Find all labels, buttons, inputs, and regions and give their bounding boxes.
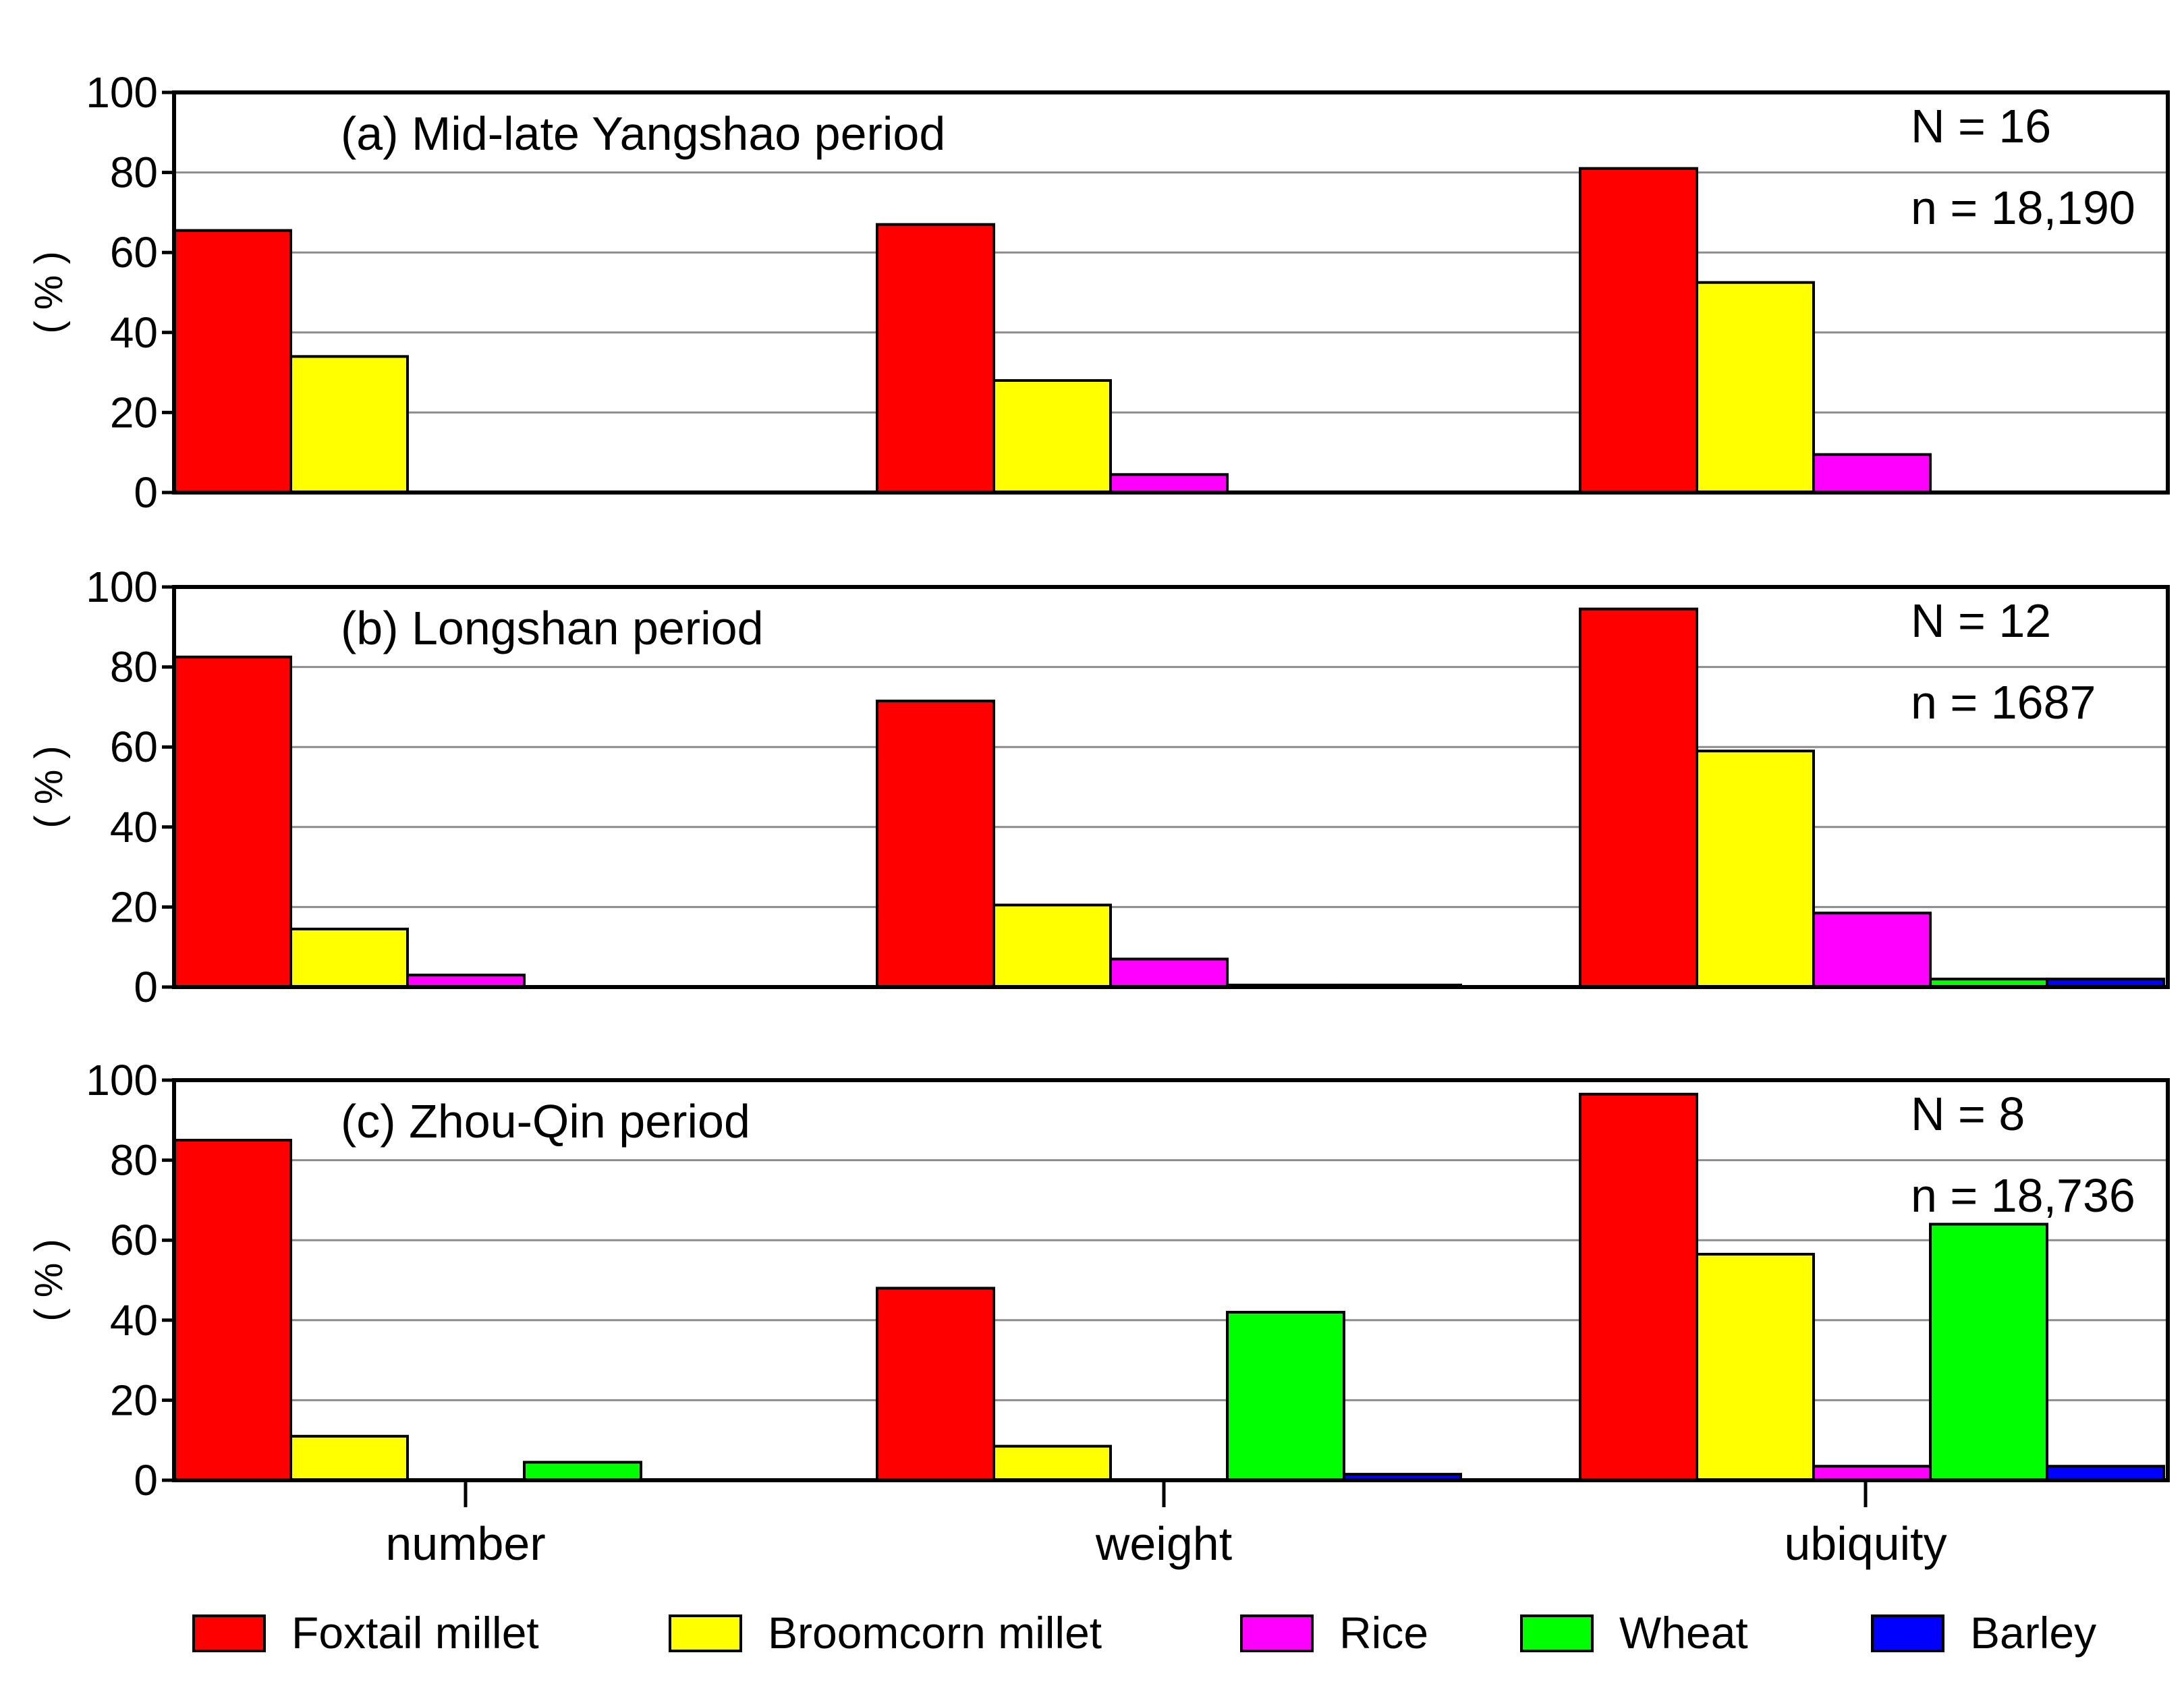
panel-title: (a) Mid-late Yangshao period <box>341 107 945 160</box>
y-tick-label: 60 <box>110 723 158 771</box>
bar <box>1579 607 1698 988</box>
bar <box>1812 911 1932 989</box>
bar <box>289 355 409 494</box>
y-tick-label: 0 <box>134 468 158 517</box>
category-axis-labels: number weight ubiquity <box>385 1480 1947 1570</box>
x-category-label: weight <box>1095 1517 1232 1570</box>
bar <box>173 229 292 494</box>
bar <box>1696 1252 1815 1482</box>
y-tick-label: 100 <box>86 1056 158 1104</box>
legend-label: Rice <box>1339 1608 1428 1658</box>
legend-label: Barley <box>1970 1608 2096 1658</box>
y-tick-label: 80 <box>110 148 158 197</box>
panel-N-count: N = 8 <box>1911 1088 2025 1140</box>
panel-title: (c) Zhou-Qin period <box>341 1095 750 1148</box>
chart-panels: 0 20 40 60 80 100 ( % ) (a) Mid-late Yangshao p… <box>27 68 2170 1505</box>
y-axis-label: ( % ) <box>27 1239 71 1321</box>
bar <box>1579 1092 1698 1482</box>
legend-swatch <box>1520 1614 1594 1652</box>
bar <box>1109 957 1229 988</box>
y-tick-label: 40 <box>110 308 158 357</box>
y-axis-label: ( % ) <box>27 746 71 828</box>
y-tick-label: 20 <box>110 1376 158 1424</box>
bar <box>992 903 1112 989</box>
bar <box>1696 750 1815 988</box>
bar <box>876 1287 995 1482</box>
bar <box>1812 1465 1932 1482</box>
legend-label: Broomcorn millet <box>768 1608 1102 1658</box>
bar <box>289 1434 409 1482</box>
legend-entry: Wheat <box>1520 1608 1748 1658</box>
y-axis-label: ( % ) <box>27 251 71 333</box>
bar <box>173 1138 292 1482</box>
legend-entry: Barley <box>1871 1608 2096 1658</box>
y-tick-label: 20 <box>110 882 158 931</box>
legend-entry: Foxtail millet <box>192 1608 539 1658</box>
y-tick-label: 40 <box>110 803 158 851</box>
y-tick-label: 100 <box>86 563 158 611</box>
bar <box>992 1444 1112 1482</box>
legend-swatch <box>192 1614 266 1652</box>
y-tick-label: 0 <box>134 963 158 1011</box>
bar <box>1929 1223 2048 1482</box>
bar <box>876 223 995 494</box>
bar <box>1226 1310 1345 1482</box>
y-tick-label: 80 <box>110 1136 158 1185</box>
y-tick-label: 100 <box>86 68 158 117</box>
panel-n-count: n = 18,736 <box>1911 1169 2135 1222</box>
y-tick-label: 0 <box>134 1456 158 1505</box>
legend-label: Foxtail millet <box>291 1608 539 1658</box>
panel-n-count: n = 1687 <box>1911 676 2096 729</box>
chart-panel: 0 20 40 60 80 100 ( % ) (c) Zhou-Qin period N = … <box>27 1056 2170 1505</box>
plot-frame <box>172 1078 2170 1482</box>
y-tick-label: 80 <box>110 643 158 692</box>
legend-swatch <box>1871 1614 1944 1652</box>
x-category-label: number <box>385 1517 545 1570</box>
plot-frame <box>172 90 2170 495</box>
legend-label: Wheat <box>1619 1608 1748 1658</box>
bar <box>523 1461 642 1482</box>
legend-swatch <box>1240 1614 1314 1652</box>
x-category-label: ubiquity <box>1784 1517 1947 1570</box>
bar <box>289 928 409 989</box>
bar <box>173 655 292 989</box>
panel-N-count: N = 16 <box>1911 100 2051 152</box>
bar <box>1109 473 1229 495</box>
y-tick-label: 60 <box>110 1216 158 1264</box>
bar <box>1812 453 1932 494</box>
y-tick-label: 20 <box>110 388 158 437</box>
panel-N-count: N = 12 <box>1911 594 2051 647</box>
legend: Foxtail millet Broomcorn millet Rice Wheat B… <box>192 1608 2096 1658</box>
legend-entry: Broomcorn millet <box>669 1608 1102 1658</box>
legend-entry: Rice <box>1240 1608 1428 1658</box>
legend-swatch <box>669 1614 742 1652</box>
bar <box>992 378 1112 495</box>
bar <box>1696 281 1815 494</box>
panel-title: (b) Longshan period <box>341 602 764 654</box>
chart-panel: 0 20 40 60 80 100 ( % ) (a) Mid-late Yangshao p… <box>27 68 2170 517</box>
bar <box>876 700 995 988</box>
panel-n-count: n = 18,190 <box>1911 181 2135 234</box>
chart-panel: 0 20 40 60 80 100 ( % ) (b) Longshan period N = … <box>27 563 2170 1011</box>
bar <box>2046 1465 2165 1482</box>
bar <box>1579 167 1698 494</box>
y-tick-label: 40 <box>110 1296 158 1345</box>
plot-frame <box>172 585 2170 989</box>
y-tick-label: 60 <box>110 228 158 277</box>
